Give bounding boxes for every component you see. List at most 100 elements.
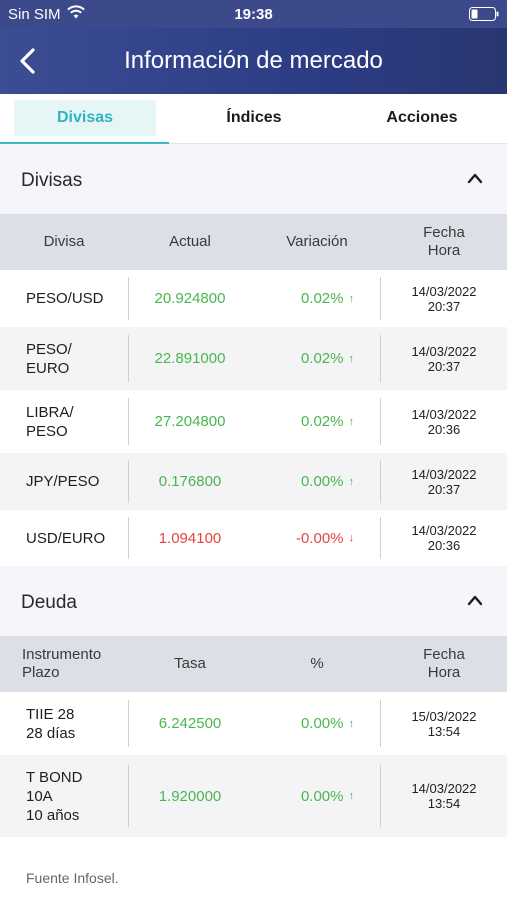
column-divider: [128, 459, 129, 504]
current-value: 6.242500: [158, 715, 222, 732]
date-time-cell: 14/03/2022 20:37: [381, 270, 507, 327]
instrument-name: USD/EURO: [26, 529, 106, 547]
column-divider: [128, 276, 129, 321]
variation-value: 0.02%: [300, 290, 344, 307]
arrow-up-icon: ↑: [348, 475, 355, 488]
arrow-up-icon: ↑: [348, 292, 355, 305]
date-time-cell: 14/03/2022 20:36: [381, 390, 507, 453]
row-date: 14/03/2022: [411, 523, 477, 538]
date-time-cell: 14/03/2022 13:54: [381, 755, 507, 837]
date-time-cell: 14/03/2022 20:36: [381, 510, 507, 566]
variation-cell: 0.00% ↑: [252, 755, 378, 837]
variation-cell: 0.00% ↑: [252, 692, 378, 755]
row-time: 20:37: [427, 298, 461, 314]
current-value: 0.176800: [158, 473, 222, 490]
table-row[interactable]: PESO/ EURO 22.891000 0.02% ↑ 14/03/2022 20:37: [0, 327, 507, 390]
col-instrumento-plazo: Instrumento Plazo: [22, 646, 102, 681]
column-divider: [380, 516, 381, 560]
current-value: 22.891000: [154, 350, 226, 367]
row-date: 15/03/2022: [411, 708, 477, 724]
tab-acciones[interactable]: Acciones: [386, 109, 458, 126]
instrument-name: TIIE 28 28 días: [26, 705, 76, 742]
col-percent: %: [310, 655, 324, 672]
column-divider: [380, 764, 381, 828]
row-time: 13:54: [427, 796, 461, 811]
instrument-name: T BOND 10A 10 años: [26, 768, 83, 824]
nav-bar: Información de mercado: [0, 28, 507, 94]
variation-value: 0.00%: [300, 473, 344, 490]
arrow-up-icon: ↑: [348, 352, 355, 365]
current-value: 27.204800: [154, 413, 226, 430]
arrow-down-icon: ↓: [348, 532, 355, 544]
wifi-icon: [67, 5, 85, 19]
variation-value: -0.00%: [295, 529, 344, 547]
table-row[interactable]: T BOND 10A 10 años 1.920000 0.00% ↑ 14/03/20…: [0, 755, 507, 837]
row-date: 14/03/2022: [411, 466, 477, 482]
arrow-up-icon: ↑: [348, 790, 355, 802]
variation-cell: 0.02% ↑: [252, 327, 378, 390]
variation-value: 0.02%: [300, 413, 344, 430]
variation-value: 0.00%: [300, 787, 344, 805]
column-divider: [380, 334, 381, 383]
column-divider: [380, 699, 381, 748]
date-time-cell: 15/03/2022 13:54: [381, 692, 507, 755]
divisas-section-title: Divisas: [21, 170, 83, 191]
column-divider: [380, 459, 381, 504]
tab-bar: Divisas Índices Acciones: [0, 94, 507, 144]
chevron-up-icon[interactable]: [467, 172, 483, 184]
column-divider: [128, 764, 129, 828]
col-variacion: Variación: [286, 233, 348, 250]
instrument-name: PESO/ EURO: [26, 340, 72, 377]
row-date: 14/03/2022: [411, 781, 477, 796]
current-value: 1.920000: [158, 787, 222, 805]
status-time: 19:38: [234, 6, 273, 23]
carrier-label: Sin SIM: [8, 6, 61, 23]
tab-indices[interactable]: Índices: [226, 109, 282, 126]
tab-divisas[interactable]: Divisas: [14, 100, 156, 136]
row-date: 14/03/2022: [411, 283, 477, 299]
date-time-cell: 14/03/2022 20:37: [381, 327, 507, 390]
divisas-section-header[interactable]: Divisas: [0, 144, 507, 214]
table-row[interactable]: JPY/PESO 0.176800 0.00% ↑ 14/03/2022 20:37: [0, 453, 507, 510]
deuda-section-header[interactable]: Deuda: [0, 566, 507, 636]
table-row[interactable]: USD/EURO 1.094100 -0.00% ↓ 14/03/2022 20:36: [0, 510, 507, 566]
instrument-name: JPY/PESO: [26, 473, 100, 490]
deuda-section-title: Deuda: [21, 592, 77, 613]
column-divider: [128, 516, 129, 560]
variation-cell: -0.00% ↓: [252, 510, 378, 566]
table-row[interactable]: TIIE 28 28 días 6.242500 0.00% ↑ 15/03/2022 1…: [0, 692, 507, 755]
deuda-column-header: Instrumento Plazo Tasa % Fecha Hora: [0, 636, 507, 692]
column-divider: [128, 699, 129, 748]
row-time: 20:37: [427, 358, 461, 374]
variation-cell: 0.02% ↑: [252, 390, 378, 453]
instrument-name: PESO/USD: [26, 290, 104, 307]
source-label: Fuente Infosel.: [26, 870, 119, 886]
variation-value: 0.02%: [300, 350, 344, 367]
table-row[interactable]: LIBRA/ PESO 27.204800 0.02% ↑ 14/03/2022 20:3…: [0, 390, 507, 453]
column-divider: [128, 334, 129, 383]
row-date: 14/03/2022: [411, 406, 477, 422]
arrow-up-icon: ↑: [348, 415, 355, 428]
row-time: 20:37: [427, 481, 461, 497]
current-value: 20.924800: [154, 290, 226, 307]
table-row[interactable]: PESO/USD 20.924800 0.02% ↑ 14/03/2022 20:37: [0, 270, 507, 327]
chevron-up-icon[interactable]: [467, 594, 483, 606]
row-time: 20:36: [427, 421, 461, 437]
current-value: 1.094100: [158, 529, 222, 547]
col-fecha-hora: Fecha Hora: [423, 224, 465, 259]
battery-icon: [469, 7, 499, 21]
date-time-cell: 14/03/2022 20:37: [381, 453, 507, 510]
col-fecha-hora: Fecha Hora: [423, 646, 465, 681]
divisas-column-header: Divisa Actual Variación Fecha Hora: [0, 214, 507, 270]
row-date: 14/03/2022: [411, 343, 477, 359]
variation-cell: 0.00% ↑: [252, 453, 378, 510]
col-actual: Actual: [169, 233, 211, 250]
column-divider: [128, 397, 129, 446]
column-divider: [380, 397, 381, 446]
col-divisa: Divisa: [43, 233, 85, 250]
row-time: 20:36: [427, 538, 461, 553]
back-arrow-icon[interactable]: [16, 44, 40, 78]
row-time: 13:54: [427, 723, 461, 739]
status-bar: Sin SIM 19:38: [0, 0, 507, 28]
col-tasa: Tasa: [174, 655, 206, 672]
